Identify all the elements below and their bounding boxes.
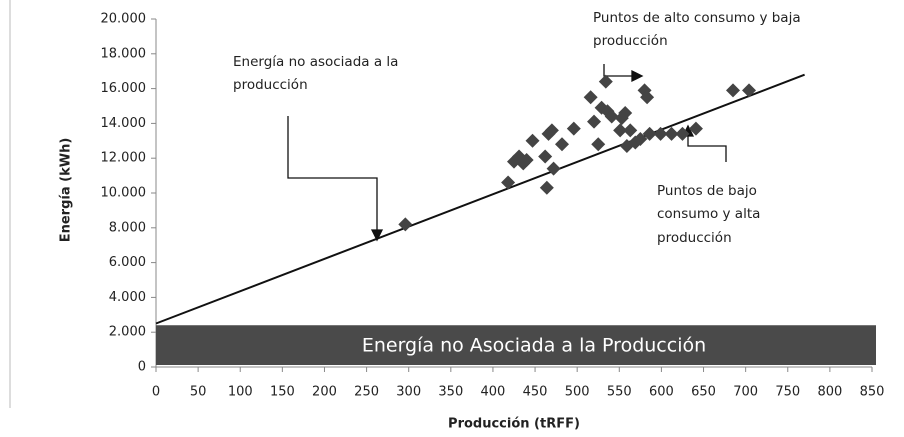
annotation: consumo y alta xyxy=(657,206,760,222)
x-tick-label: 600 xyxy=(649,385,674,400)
y-tick-label: 20.000 xyxy=(101,12,147,27)
arrow xyxy=(287,116,378,232)
x-tick-label: 250 xyxy=(354,385,379,400)
y-tick-label: 16.000 xyxy=(101,81,147,96)
point xyxy=(688,121,703,136)
y-tick-label: 18.000 xyxy=(101,46,147,61)
point xyxy=(664,126,679,141)
point xyxy=(583,90,598,105)
point xyxy=(544,123,559,138)
arrow xyxy=(603,64,634,77)
band-label: Energía no Asociada a la Producción xyxy=(362,335,706,357)
point xyxy=(525,133,540,148)
y-tick-label: 10.000 xyxy=(101,186,147,201)
x-tick-label: 50 xyxy=(190,385,207,400)
annotation: Puntos de alto consumo y baja xyxy=(593,10,801,26)
x-tick-label: 400 xyxy=(481,385,506,400)
x-tick-label: 200 xyxy=(312,385,337,400)
trend-line xyxy=(155,73,805,325)
arrowhead xyxy=(631,69,644,83)
arrow xyxy=(687,134,727,162)
point xyxy=(653,126,668,141)
y-tick-label: 0 xyxy=(138,360,146,375)
point xyxy=(587,114,602,129)
point xyxy=(623,123,638,138)
x-tick-label: 650 xyxy=(691,385,716,400)
y-tick-label: 14.000 xyxy=(101,116,147,131)
annotation: Energía no asociada a la xyxy=(233,54,398,70)
point xyxy=(546,161,561,176)
point xyxy=(613,123,628,138)
point xyxy=(618,105,633,120)
point xyxy=(566,121,581,136)
x-tick-label: 850 xyxy=(860,385,885,400)
y-axis-title: Energía (kWh) xyxy=(59,138,74,243)
point xyxy=(642,126,657,141)
point xyxy=(398,217,413,232)
point xyxy=(640,90,655,105)
point xyxy=(598,74,613,89)
point xyxy=(555,137,570,152)
point xyxy=(604,109,619,124)
point xyxy=(519,152,534,167)
point xyxy=(539,180,554,195)
y-tick-label: 6.000 xyxy=(109,255,146,270)
x-tick-label: 550 xyxy=(607,385,632,400)
y-tick-label: 12.000 xyxy=(101,151,147,166)
x-axis-title: Producción (tRFF) xyxy=(448,417,580,432)
annotation: producción xyxy=(593,33,668,49)
y-tick-label: 2.000 xyxy=(109,325,146,340)
band xyxy=(156,325,876,365)
x-tick-label: 300 xyxy=(396,385,421,400)
y-tick-label: 8.000 xyxy=(109,220,146,235)
point xyxy=(538,149,553,164)
x-tick-label: 150 xyxy=(270,385,295,400)
annotation: Puntos de bajo xyxy=(657,183,757,199)
x-tick-label: 500 xyxy=(565,385,590,400)
point xyxy=(675,126,690,141)
point xyxy=(742,83,757,98)
x-tick-label: 0 xyxy=(152,385,160,400)
x-tick-label: 800 xyxy=(817,385,842,400)
annotation: producción xyxy=(233,77,308,93)
point xyxy=(591,137,606,152)
x-tick-label: 450 xyxy=(523,385,548,400)
y-tick-label: 4.000 xyxy=(109,290,146,305)
x-tick-label: 750 xyxy=(775,385,800,400)
x-tick-label: 100 xyxy=(228,385,253,400)
x-tick-label: 350 xyxy=(438,385,463,400)
x-tick-label: 700 xyxy=(733,385,758,400)
point xyxy=(633,132,648,147)
point xyxy=(726,83,741,98)
annotation: producción xyxy=(657,230,732,246)
point xyxy=(501,175,516,190)
arrowhead xyxy=(370,229,384,242)
